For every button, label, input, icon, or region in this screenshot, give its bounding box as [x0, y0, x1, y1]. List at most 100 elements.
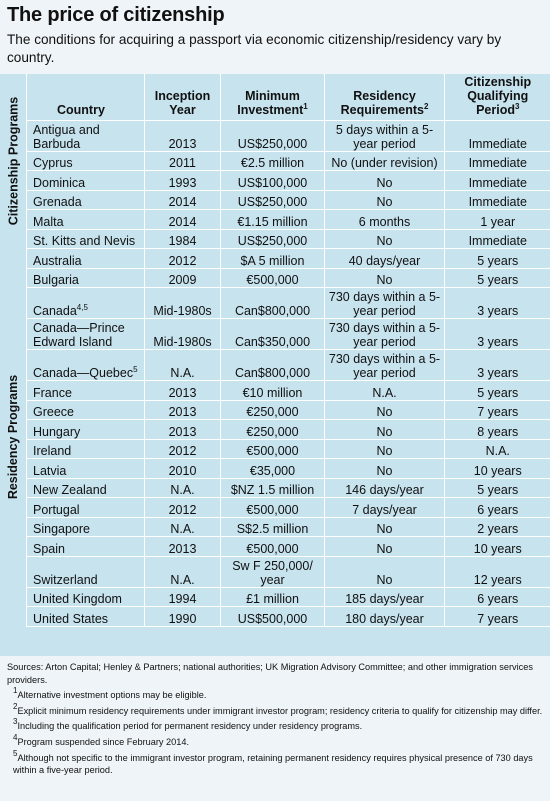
table-row: Dominica 1993 US$100,000 No Immediate — [26, 170, 550, 191]
cell-inception-year: 1993 — [144, 170, 221, 191]
cell-inception-year: 2012 — [144, 248, 221, 269]
table-row: Bulgaria 2009 €500,000 No 5 years — [26, 268, 550, 288]
cell-qualifying-period: 5 years — [444, 478, 550, 498]
cell-inception-year: 2010 — [144, 458, 221, 479]
cell-qualifying-period: 5 years — [444, 268, 550, 288]
table-row: Grenada 2014 US$250,000 No Immediate — [26, 190, 550, 210]
cell-residency-requirements: 730 days within a 5-year period — [324, 287, 445, 319]
cell-country: Canada—Quebec5 — [26, 349, 145, 381]
cell-country: Dominica — [26, 170, 145, 191]
cell-qualifying-period: 1 year — [444, 209, 550, 230]
table-row: New Zealand N.A. $NZ 1.5 million 146 days/y… — [26, 478, 550, 498]
cell-qualifying-period: 10 years — [444, 536, 550, 557]
table-row: Greece 2013 €250,000 No 7 years — [26, 400, 550, 420]
cell-minimum-investment: €1.15 million — [220, 209, 325, 230]
cell-country: Bulgaria — [26, 268, 145, 288]
table-row: Switzerland N.A. Sw F 250,000/ year No 12 ye… — [26, 556, 550, 588]
cell-country: Greece — [26, 400, 145, 420]
cell-country: Cyprus — [26, 151, 145, 171]
cell-qualifying-period: 10 years — [444, 458, 550, 479]
cell-country: Australia — [26, 248, 145, 269]
footnote: 1Alternative investment options may be e… — [13, 686, 207, 701]
cell-inception-year: N.A. — [144, 556, 221, 588]
cell-country: St. Kitts and Nevis — [26, 229, 145, 249]
cell-residency-requirements: 185 days/year — [324, 587, 445, 607]
cell-minimum-investment: Can$800,000 — [220, 349, 325, 381]
citizenship-table-panel: Citizenship Programs Residency Programs … — [0, 74, 550, 656]
table-row: Canada—Quebec5 N.A. Can$800,000 730 days wi… — [26, 349, 550, 381]
cell-residency-requirements: N.A. — [324, 380, 445, 401]
cell-country: Spain — [26, 536, 145, 557]
cell-qualifying-period: 5 years — [444, 380, 550, 401]
cell-qualifying-period: 6 years — [444, 587, 550, 607]
cell-residency-requirements: No — [324, 400, 445, 420]
cell-residency-requirements: No — [324, 556, 445, 588]
header-inception-year: Inception Year — [144, 74, 221, 121]
cell-minimum-investment: US$250,000 — [220, 120, 325, 152]
footnote: 2Explicit minimum residency requirements… — [13, 701, 543, 716]
cell-qualifying-period: Immediate — [444, 170, 550, 191]
cell-inception-year: 1984 — [144, 229, 221, 249]
cell-country: Hungary — [26, 419, 145, 440]
cell-minimum-investment: Can$800,000 — [220, 287, 325, 319]
table-row: United Kingdom 1994 £1 million 185 days/yea… — [26, 587, 550, 607]
cell-qualifying-period: 3 years — [444, 287, 550, 319]
cell-country: Canada4,5 — [26, 287, 145, 319]
cell-minimum-investment: €250,000 — [220, 419, 325, 440]
table-header-row: Country Inception Year Minimum Investmen… — [26, 74, 550, 121]
cell-residency-requirements: No — [324, 439, 445, 459]
cell-residency-requirements: No — [324, 229, 445, 249]
cell-inception-year: 2013 — [144, 536, 221, 557]
page-subtitle: The conditions for acquiring a passport … — [7, 32, 502, 65]
cell-minimum-investment: US$100,000 — [220, 170, 325, 191]
cell-minimum-investment: €2.5 million — [220, 151, 325, 171]
footnote: 5Although not specific to the immigrant … — [13, 748, 533, 776]
cell-minimum-investment: US$500,000 — [220, 606, 325, 627]
cell-inception-year: 2014 — [144, 209, 221, 230]
cell-minimum-investment: £1 million — [220, 587, 325, 607]
cell-qualifying-period: 7 years — [444, 400, 550, 420]
cell-residency-requirements: No — [324, 536, 445, 557]
cell-qualifying-period: Immediate — [444, 120, 550, 152]
cell-minimum-investment: €250,000 — [220, 400, 325, 420]
cell-qualifying-period: 8 years — [444, 419, 550, 440]
cell-minimum-investment: €500,000 — [220, 439, 325, 459]
cell-residency-requirements: No — [324, 458, 445, 479]
cell-inception-year: 2011 — [144, 151, 221, 171]
cell-country: Grenada — [26, 190, 145, 210]
cell-qualifying-period: Immediate — [444, 229, 550, 249]
page-title: The price of citizenship — [7, 4, 225, 26]
cell-residency-requirements: 40 days/year — [324, 248, 445, 269]
cell-inception-year: 2013 — [144, 380, 221, 401]
footnote: 4Program suspended since February 2014. — [13, 732, 190, 747]
table-row: United States 1990 US$500,000 180 days/year… — [26, 606, 550, 627]
cell-minimum-investment: Sw F 250,000/ year — [220, 556, 325, 588]
cell-inception-year: 2012 — [144, 497, 221, 518]
cell-minimum-investment: $NZ 1.5 million — [220, 478, 325, 498]
cell-minimum-investment: €500,000 — [220, 536, 325, 557]
cell-country: Singapore — [26, 517, 145, 537]
cell-qualifying-period: 3 years — [444, 349, 550, 381]
cell-minimum-investment: $A 5 million — [220, 248, 325, 269]
cell-residency-requirements: 7 days/year — [324, 497, 445, 518]
table-row: Cyprus 2011 €2.5 million No (under revision… — [26, 151, 550, 171]
table-row: Malta 2014 €1.15 million 6 months 1 year — [26, 209, 550, 230]
cell-minimum-investment: €35,000 — [220, 458, 325, 479]
residency-rows: Australia 2012 $A 5 million 40 days/year 5 y… — [26, 248, 550, 627]
header-citizenship-qualifying-period: Citizenship Qualifying Period3 — [444, 74, 550, 121]
table-row: France 2013 €10 million N.A. 5 years — [26, 380, 550, 401]
header-country: Country — [26, 74, 145, 121]
cell-qualifying-period: 7 years — [444, 606, 550, 627]
programs-table: Country Inception Year Minimum Investmen… — [26, 74, 550, 627]
cell-country: Switzerland — [26, 556, 145, 588]
table-row: Canada4,5 Mid-1980s Can$800,000 730 days wi… — [26, 287, 550, 319]
citizenship-rows: Antigua and Barbuda 2013 US$250,000 5 days … — [26, 120, 550, 249]
cell-minimum-investment: US$250,000 — [220, 229, 325, 249]
cell-inception-year: Mid-1980s — [144, 318, 221, 350]
table-row: Canada—Prince Edward Island Mid-1980s Can$… — [26, 318, 550, 350]
cell-country: Canada—Prince Edward Island — [26, 318, 145, 350]
cell-residency-requirements: No — [324, 170, 445, 191]
cell-inception-year: 2009 — [144, 268, 221, 288]
cell-residency-requirements: 730 days within a 5-year period — [324, 349, 445, 381]
cell-qualifying-period: 3 years — [444, 318, 550, 350]
